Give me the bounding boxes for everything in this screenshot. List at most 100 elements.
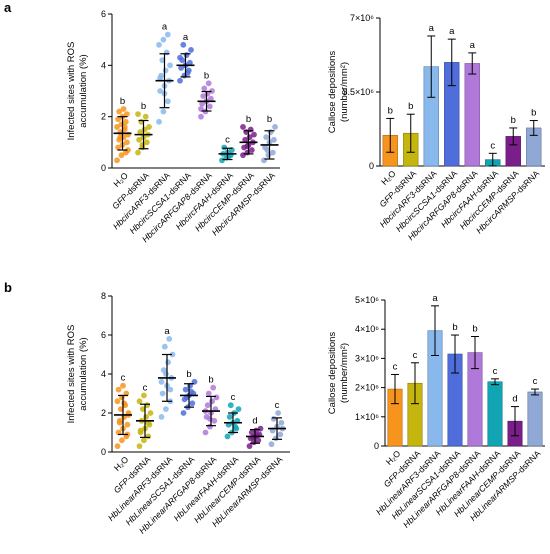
data-point: [124, 139, 130, 146]
data-point: [189, 400, 196, 407]
bar: [487, 381, 503, 447]
significance-letter: a: [432, 293, 438, 304]
data-point: [114, 398, 121, 405]
y-axis-label: accumulation (%): [78, 337, 89, 410]
data-point: [167, 386, 174, 393]
significance-letter: b: [267, 114, 272, 125]
data-point: [164, 98, 171, 105]
data-point: [167, 62, 173, 69]
data-point: [161, 343, 168, 350]
data-point: [180, 41, 187, 48]
data-point: [201, 85, 208, 92]
y-axis-label: Infected sites with ROS: [66, 325, 77, 424]
data-point: [165, 359, 172, 366]
data-point: [116, 419, 123, 426]
data-point: [124, 111, 130, 117]
significance-letter: c: [490, 140, 495, 151]
data-point: [121, 124, 128, 130]
significance-letter: a: [162, 22, 168, 33]
y-tick-label: 0: [369, 161, 374, 171]
data-point: [224, 433, 231, 440]
data-point: [209, 88, 215, 94]
significance-letter: b: [472, 324, 477, 335]
data-point: [235, 406, 242, 412]
data-point: [267, 129, 274, 135]
y-tick-label: 7×10⁶: [350, 13, 374, 23]
significance-letter: b: [208, 375, 213, 386]
data-point: [206, 103, 213, 110]
data-point: [246, 443, 253, 450]
significance-letter: d: [512, 394, 517, 405]
data-point: [210, 384, 217, 391]
x-category-label: H₂O: [112, 454, 131, 473]
data-point: [143, 139, 150, 146]
data-point: [169, 351, 176, 358]
y-tick-label: 4×10⁶: [355, 324, 379, 334]
y-tick-label: 4: [101, 60, 106, 70]
data-point: [136, 443, 143, 450]
y-tick-label: 2×10⁶: [355, 383, 379, 393]
data-point: [178, 65, 185, 71]
data-point: [114, 443, 121, 450]
data-point: [120, 382, 126, 389]
bar: [464, 63, 480, 167]
data-point: [146, 124, 152, 130]
data-point: [117, 134, 124, 141]
y-tick-label: 3×10⁶: [355, 353, 379, 363]
data-point: [182, 386, 189, 393]
data-point: [164, 31, 171, 38]
data-point: [124, 421, 131, 428]
y-axis-label: (number/mm²): [339, 343, 350, 403]
data-point: [121, 400, 127, 407]
data-point: [255, 437, 262, 444]
data-point: [205, 390, 212, 397]
y-axis-label: Callose depositions: [327, 51, 338, 134]
data-point: [142, 113, 149, 120]
data-point: [163, 406, 169, 412]
data-point: [226, 414, 233, 420]
data-point: [240, 124, 246, 130]
y-axis-label: (number/mm²): [339, 62, 350, 122]
data-point: [213, 394, 220, 401]
data-point: [257, 425, 264, 432]
data-point: [141, 392, 147, 399]
data-point: [248, 429, 255, 436]
chart-a-callose-depositions: 0 3.5×10⁶ 7×10⁶ Callose depositions (number/…: [327, 13, 545, 242]
data-point: [242, 136, 249, 143]
y-tick-label: 0: [101, 163, 106, 173]
data-point: [272, 124, 278, 130]
data-point: [208, 95, 214, 102]
data-point: [188, 47, 194, 53]
significance-letter: c: [493, 366, 498, 377]
data-point: [116, 108, 123, 115]
y-tick-label: 1×10⁶: [355, 412, 379, 422]
data-point: [227, 402, 234, 409]
significance-letter: d: [252, 416, 257, 427]
data-point: [166, 336, 173, 342]
significance-letter: b: [452, 322, 457, 333]
data-point: [135, 111, 141, 117]
data-point: [115, 116, 121, 123]
data-point: [184, 70, 191, 76]
data-point: [211, 417, 218, 424]
data-point: [120, 106, 127, 112]
significance-letter: c: [231, 392, 236, 403]
significance-letter: b: [186, 369, 191, 380]
data-point: [248, 147, 255, 153]
data-point: [198, 113, 204, 120]
data-point: [115, 144, 121, 151]
data-point: [160, 36, 167, 43]
data-point: [264, 147, 271, 153]
data-point: [136, 136, 143, 143]
significance-letter: b: [531, 108, 536, 119]
data-point: [147, 410, 154, 416]
significance-letter: c: [413, 350, 418, 361]
significance-letter: b: [141, 101, 146, 112]
data-point: [271, 136, 277, 143]
data-point: [163, 371, 169, 377]
significance-letter: c: [225, 134, 230, 145]
significance-letter: c: [275, 400, 280, 411]
data-point: [135, 149, 141, 156]
y-tick-label: 8: [101, 291, 106, 301]
data-point: [200, 93, 207, 100]
